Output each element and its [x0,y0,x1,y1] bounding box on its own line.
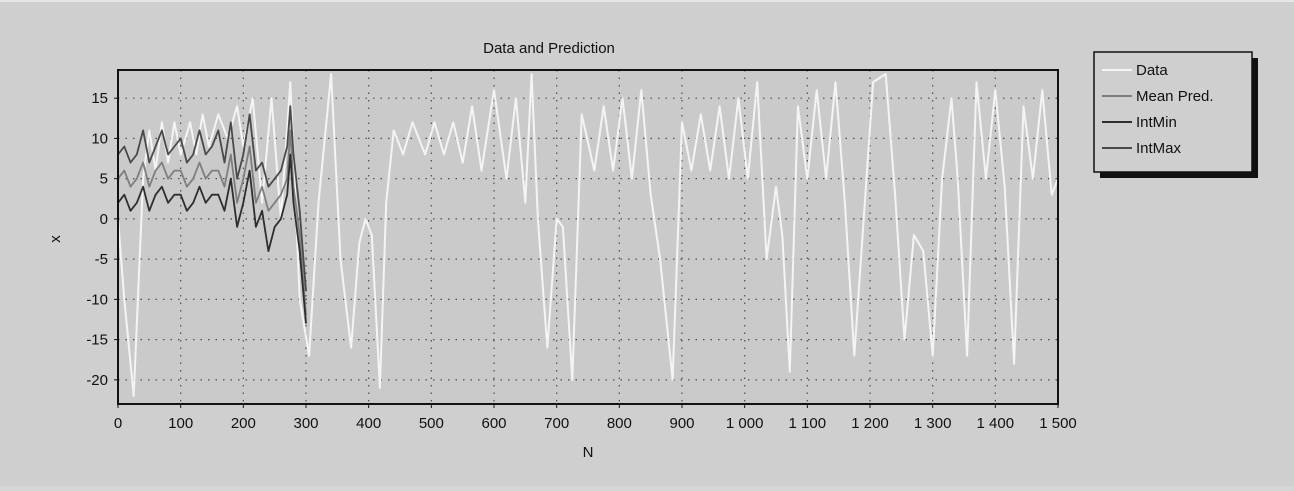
y-axis-ticks: 15 10 5 0 -5 -10 -15 -20 [86,90,118,389]
series-line-intmax [117,105,307,292]
y-tick-label: 15 [91,90,108,107]
x-tick-label: 1 200 [851,415,889,432]
x-tick-label: 400 [356,415,381,432]
y-tick-label: -20 [86,372,108,389]
y-tick-label: -15 [86,332,108,349]
x-tick-label: 1 300 [914,415,952,432]
x-tick-label: 500 [419,415,444,432]
y-tick-label: -5 [95,251,108,268]
x-tick-label: 800 [607,415,632,432]
y-axis-title: x [47,235,64,243]
chart-title: Data and Prediction [483,40,615,57]
legend-label: Mean Pred. [1136,88,1214,105]
plot-area [117,69,1059,405]
y-tick-label: 5 [100,171,108,188]
x-tick-label: 1 000 [726,415,764,432]
legend-box [1093,51,1253,173]
series-line-mean-pred [117,129,307,316]
x-tick-label: 700 [544,415,569,432]
x-tick-label: 100 [168,415,193,432]
plot-background [118,70,1058,404]
x-tick-label: 200 [231,415,256,432]
legend-label: IntMax [1136,140,1182,157]
legend-label: IntMin [1136,114,1177,131]
y-tick-label: 0 [100,211,108,228]
legend-label: Data [1136,62,1168,79]
x-tick-label: 0 [114,415,122,432]
legend: Data Mean Pred. IntMin IntMax [1093,51,1258,178]
y-tick-label: 10 [91,130,108,147]
x-tick-label: 900 [669,415,694,432]
x-tick-label: 600 [481,415,506,432]
series-line-intmin [117,153,307,324]
x-tick-label: 300 [293,415,318,432]
x-tick-label: 1 100 [789,415,827,432]
x-tick-label: 1 400 [977,415,1015,432]
plot-border [117,69,1059,405]
x-axis-ticks: 0 100 200 300 400 500 600 700 800 900 1 000 1 100 1 … [114,404,1077,432]
x-tick-label: 1 500 [1039,415,1077,432]
y-tick-label: -10 [86,291,108,308]
x-axis-title: N [583,444,594,461]
